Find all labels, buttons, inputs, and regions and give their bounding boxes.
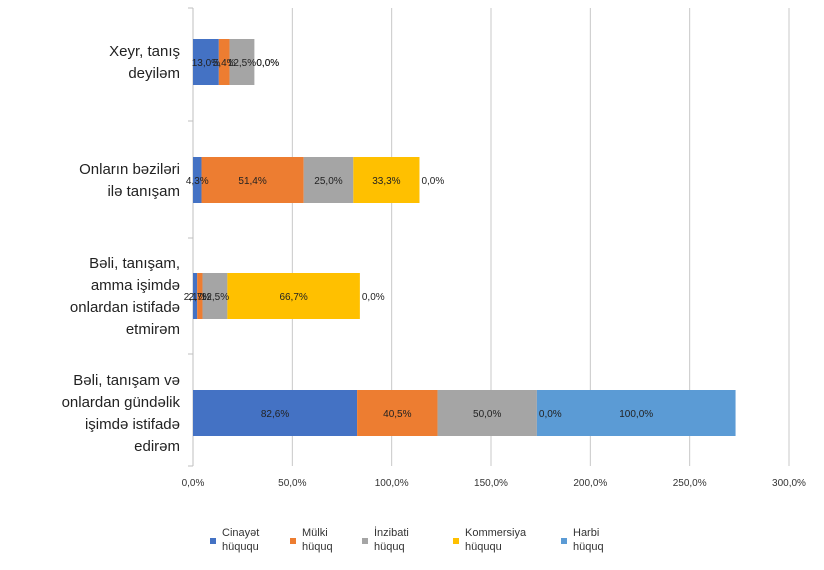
data-label: 0,0% — [421, 176, 444, 187]
category-label: etmirəm — [126, 321, 180, 338]
legend-swatch — [561, 538, 567, 544]
bar-segment — [536, 390, 736, 436]
category-label: edirəm — [134, 438, 180, 455]
legend-swatch — [210, 538, 216, 544]
category-label: deyiləm — [128, 65, 180, 82]
data-label: 100,0% — [619, 409, 653, 420]
data-label: 4,3% — [186, 176, 209, 187]
bar-segment — [193, 39, 219, 85]
data-label: 12,5% — [201, 292, 229, 303]
data-label: 2,1% — [184, 292, 207, 303]
data-label: 25,0% — [314, 176, 342, 187]
bar-segment — [229, 39, 255, 85]
category-label: Xeyr, tanış — [109, 43, 180, 60]
legend-label: hüququ — [222, 541, 259, 553]
legend-swatch — [362, 538, 368, 544]
legend-label: hüquq — [374, 541, 405, 553]
legend-label: Mülki — [302, 527, 328, 539]
data-label: 2,7% — [188, 292, 211, 303]
legend-label: Cinayət — [222, 527, 259, 539]
data-label: 50,0% — [473, 409, 501, 420]
category-label: onlardan gündəlik — [62, 394, 181, 411]
x-tick-label: 150,0% — [474, 478, 508, 489]
x-tick-label: 200,0% — [573, 478, 607, 489]
legend-label: Kommersiya — [465, 527, 527, 539]
x-tick-label: 50,0% — [278, 478, 306, 489]
category-label: Bəli, tanışam, — [89, 255, 180, 272]
bar-segment — [357, 390, 438, 436]
category-label: Onların bəziləri — [79, 161, 180, 178]
bar-segment — [437, 390, 537, 436]
category-label: onlardan istifadə — [70, 299, 180, 316]
bar-segment — [353, 157, 420, 203]
bar-segment — [193, 273, 198, 319]
legend-label: hüquq — [573, 541, 604, 553]
bar-segment — [202, 273, 228, 319]
data-label: 0,0% — [539, 409, 562, 420]
bar-segment — [218, 39, 230, 85]
data-label: 33,3% — [372, 176, 400, 187]
bar-segment — [193, 157, 202, 203]
category-label: işimdə istifadə — [85, 416, 180, 433]
data-label: 5,4% — [213, 58, 236, 69]
bar-segment — [227, 273, 360, 319]
data-label: 0,0% — [256, 58, 279, 69]
data-label: 66,7% — [279, 292, 307, 303]
data-label: 0,0% — [362, 292, 385, 303]
category-label: Bəli, tanışam və — [73, 372, 180, 389]
x-tick-label: 100,0% — [375, 478, 409, 489]
data-label: 13,0% — [192, 58, 220, 69]
data-label: 0,0% — [256, 58, 279, 69]
data-label: 12,5% — [228, 58, 256, 69]
data-label: 51,4% — [238, 176, 266, 187]
data-label: 40,5% — [383, 409, 411, 420]
bar-segment — [201, 157, 304, 203]
legend-label: İnzibati — [374, 526, 409, 539]
legend-label: hüquq — [302, 541, 333, 553]
legend-swatch — [453, 538, 459, 544]
bar-segment — [197, 273, 203, 319]
x-tick-label: 250,0% — [673, 478, 707, 489]
legend-label: hüququ — [465, 541, 502, 553]
legend-label: Harbi — [573, 527, 599, 539]
category-label: ilə tanışam — [107, 183, 180, 200]
legend-swatch — [290, 538, 296, 544]
bar-segment — [303, 157, 354, 203]
bar-segment — [193, 390, 358, 436]
x-tick-label: 0,0% — [182, 478, 205, 489]
category-label: amma işimdə — [91, 277, 180, 294]
x-tick-label: 300,0% — [772, 478, 806, 489]
data-label: 82,6% — [261, 409, 289, 420]
